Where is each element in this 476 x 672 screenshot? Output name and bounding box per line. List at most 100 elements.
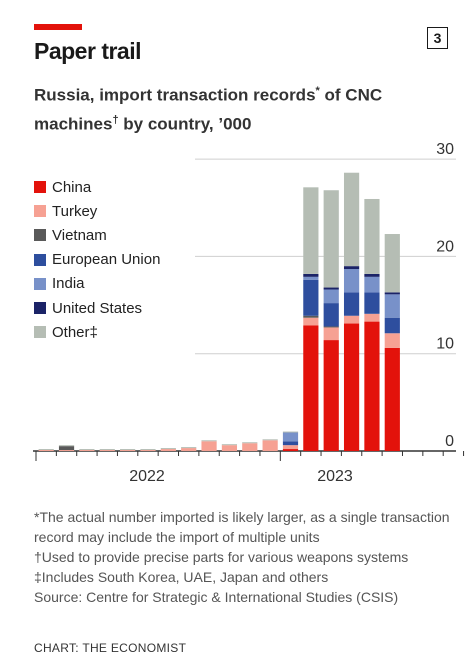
legend-swatch <box>34 229 46 242</box>
bar-segment-turkey <box>282 445 299 450</box>
bar-segment-china <box>282 449 299 451</box>
legend-label: India <box>52 275 85 293</box>
bar-segment-turkey <box>343 315 360 324</box>
bar-segment-other <box>38 449 54 451</box>
legend-item-united-states: United States <box>34 296 160 320</box>
footnote-3: ‡Includes South Korea, UAE, Japan and ot… <box>34 569 329 585</box>
bar-segment-china <box>303 325 319 451</box>
bar-segment-european-union <box>282 441 299 446</box>
source-line: Source: Centre for Strategic & Internati… <box>34 589 399 605</box>
bar-segment-india <box>384 294 400 318</box>
bar-segment-other <box>364 198 380 274</box>
legend-label: United States <box>52 299 143 317</box>
bar-segment-other <box>384 234 400 293</box>
bar-segment-european-union <box>384 317 400 334</box>
legend-label: Other‡ <box>52 323 98 341</box>
footnote-1: *The actual number imported is likely la… <box>34 509 450 545</box>
bar-segment-vietnam <box>323 326 339 328</box>
bar-segment-other <box>262 439 278 441</box>
bar-segment-turkey <box>303 317 319 326</box>
subtitle-part-b: of CNC machines <box>34 85 383 134</box>
bar-segment-india <box>282 432 299 442</box>
legend-item-vietnam: Vietnam <box>34 223 160 247</box>
bar-segment-turkey <box>140 450 156 451</box>
bar-segment-india <box>323 289 339 304</box>
subtitle-part-a: Russia, import transaction records <box>34 85 316 105</box>
legend-label: Turkey <box>52 202 98 220</box>
subtitle-footnote-mark-b: † <box>112 113 119 126</box>
bar-segment-china <box>384 347 400 451</box>
y-tick-label-20: 20 <box>436 238 454 255</box>
legend-swatch <box>34 326 46 339</box>
bar-segment-other <box>79 449 95 451</box>
bar-segment-united-states <box>343 266 360 270</box>
bar-segment-other <box>343 172 360 267</box>
bar-segment-other <box>181 447 197 449</box>
bar-segment-other <box>140 449 156 451</box>
bar-segment-united-states <box>364 273 380 277</box>
y-tick-label-10: 10 <box>436 336 454 353</box>
bar-segment-turkey <box>58 450 75 451</box>
chart-number-badge: 3 <box>427 27 448 49</box>
bar-segment-european-union <box>364 292 380 314</box>
y-tick-label-30: 30 <box>436 141 454 158</box>
legend-swatch <box>34 181 46 194</box>
legend-item-india: India <box>34 272 160 296</box>
x-tick-label-2023: 2023 <box>317 468 353 485</box>
legend-item-turkey: Turkey <box>34 199 160 223</box>
legend-item-china: China <box>34 175 160 199</box>
legend-label: Vietnam <box>52 226 107 244</box>
legend-swatch <box>34 205 46 218</box>
bar-segment-turkey <box>99 450 115 451</box>
footnote-2: †Used to provide precise parts for vario… <box>34 549 409 565</box>
chart-title: Paper trail <box>34 38 142 64</box>
bar-segment-turkey <box>221 445 238 451</box>
stacked-bar-chart: 0 10 20 30 2022 2023 <box>33 141 465 485</box>
legend-label: European Union <box>52 251 161 269</box>
chart-credit: CHART: THE ECONOMIST <box>34 641 187 655</box>
bar-segment-other <box>99 449 115 451</box>
bar-segment-turkey <box>120 450 136 451</box>
legend-swatch <box>34 253 46 266</box>
bar-segment-turkey <box>384 333 400 348</box>
bar-segment-india <box>303 276 319 280</box>
bar-segment-india <box>364 276 380 293</box>
brand-accent-bar <box>34 24 82 30</box>
legend-swatch <box>34 277 46 290</box>
bar-segment-other <box>221 444 238 446</box>
bar-segment-european-union <box>343 292 360 316</box>
bar-segment-european-union <box>303 279 319 316</box>
bar-segment-other <box>282 431 299 433</box>
bar-segment-vietnam <box>58 446 75 451</box>
bar-segment-turkey <box>364 313 380 322</box>
subtitle-part-c: by country, ’000 <box>118 114 252 134</box>
footnotes: *The actual number imported is likely la… <box>34 507 454 607</box>
bar-segment-united-states <box>303 273 319 277</box>
chart-legend: China Turkey Vietnam European Union India Uni… <box>34 175 160 344</box>
bar-segment-turkey <box>201 441 217 451</box>
bar-segment-other <box>303 187 319 274</box>
bar-segment-turkey <box>242 443 258 451</box>
y-tick-label-0: 0 <box>445 433 454 450</box>
bar-segment-turkey <box>79 450 95 451</box>
bar-segment-united-states <box>384 292 400 295</box>
legend-swatch <box>34 302 46 315</box>
legend-item-other: Other‡ <box>34 320 160 344</box>
bar-segment-other <box>201 440 217 442</box>
bar-segment-other <box>120 449 136 451</box>
bar-segment-vietnam <box>303 315 319 318</box>
bar-segment-united-states <box>323 287 339 290</box>
bar-segment-turkey <box>181 448 197 451</box>
x-tick-label-2022: 2022 <box>129 468 165 485</box>
bar-segment-turkey <box>323 327 339 341</box>
chart-subtitle: Russia, import transaction records* of C… <box>34 79 434 136</box>
bar-segment-other <box>242 442 258 444</box>
bar-segment-other <box>323 190 339 288</box>
bar-segment-china <box>343 323 360 451</box>
bar-segment-china <box>364 321 380 451</box>
bar-segment-european-union <box>323 303 339 327</box>
legend-item-european-union: European Union <box>34 248 160 272</box>
bar-segment-other <box>58 445 75 447</box>
legend-label: China <box>52 178 92 196</box>
bar-segment-other <box>160 448 176 450</box>
